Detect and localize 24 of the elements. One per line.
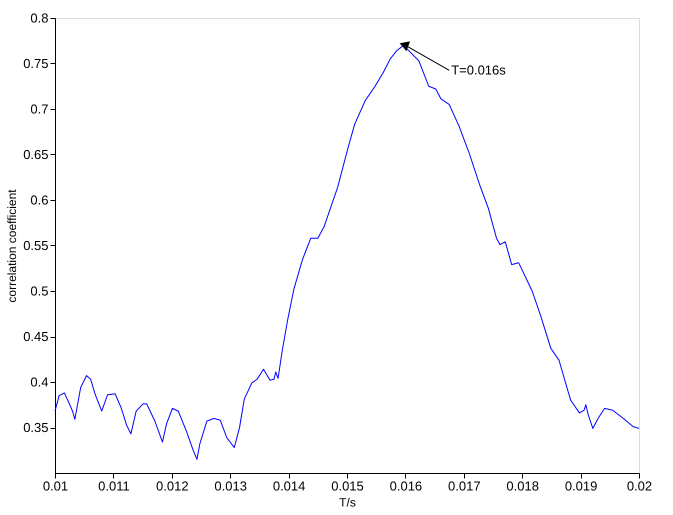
x-tick-label: 0.016 bbox=[390, 478, 422, 494]
annotation: T=0.016s bbox=[451, 62, 506, 78]
x-tick-label: 0.011 bbox=[98, 478, 130, 494]
x-tick-label: 0.01 bbox=[42, 478, 68, 494]
y-tick-label: 0.8 bbox=[30, 10, 48, 26]
x-tick-label: 0.013 bbox=[214, 478, 247, 494]
y-tick-label: 0.45 bbox=[23, 329, 48, 344]
x-axis-title: T/s bbox=[339, 496, 356, 510]
x-tick-label: 0.015 bbox=[331, 478, 364, 494]
y-tick-label: 0.6 bbox=[30, 192, 48, 208]
x-tick-label: 0.02 bbox=[626, 478, 652, 494]
x-tick-label: 0.017 bbox=[448, 478, 481, 494]
y-axis-title: correlation coefficient bbox=[5, 188, 20, 303]
y-tick-label: 0.55 bbox=[23, 238, 48, 253]
x-tick-label: 0.014 bbox=[272, 478, 306, 494]
y-tick-label: 0.75 bbox=[23, 56, 48, 71]
y-tick-label: 0.5 bbox=[30, 284, 48, 298]
y-tick-label: 0.4 bbox=[30, 374, 48, 390]
x-tick-label: 0.019 bbox=[564, 478, 598, 494]
x-tick-label: 0.018 bbox=[506, 478, 539, 494]
x-tick-label: 0.012 bbox=[156, 478, 189, 494]
y-tick-label: 0.7 bbox=[30, 102, 48, 116]
y-tick-label: 0.35 bbox=[23, 420, 48, 435]
y-tick-label: 0.65 bbox=[23, 147, 48, 162]
